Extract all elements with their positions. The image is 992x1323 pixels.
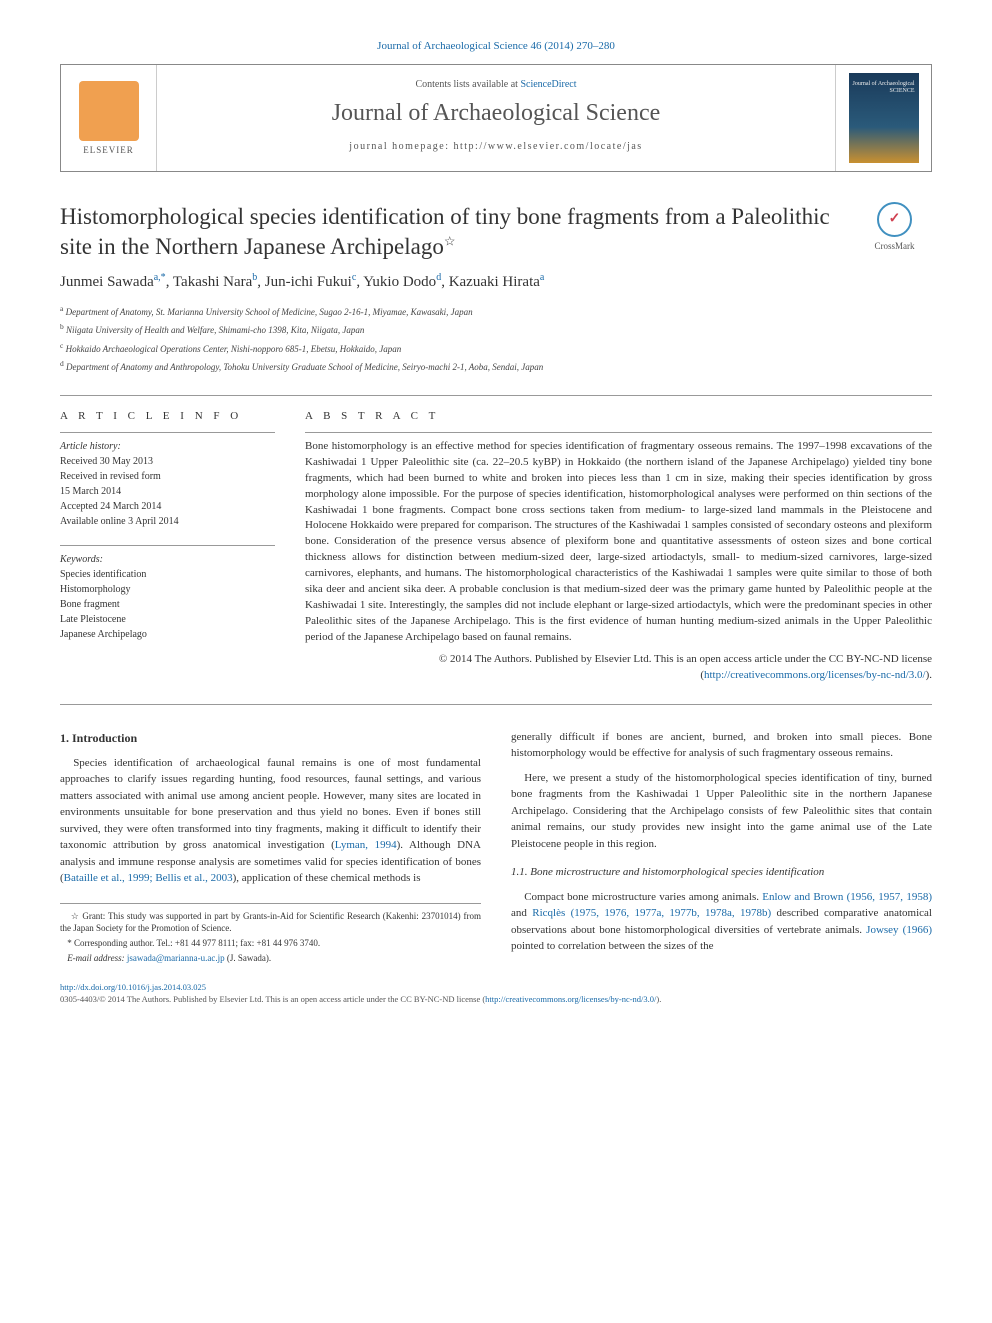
email-footnote: E-mail address: jsawada@marianna-u.ac.jp… bbox=[60, 952, 481, 965]
article-info-heading: A R T I C L E I N F O bbox=[60, 410, 275, 422]
affiliation: d Department of Anatomy and Anthropology… bbox=[60, 358, 932, 375]
intro-heading: 1. Introduction bbox=[60, 729, 481, 747]
citation-link[interactable]: Bataille et al., 1999; Bellis et al., 20… bbox=[64, 872, 233, 884]
article-info-panel: A R T I C L E I N F O Article history: R… bbox=[60, 410, 275, 684]
title-footnote-marker: ☆ bbox=[444, 233, 456, 248]
journal-cover-area: Journal of Archaeological SCIENCE bbox=[836, 65, 931, 171]
homepage-link[interactable]: http://www.elsevier.com/locate/jas bbox=[454, 141, 643, 152]
affiliation: b Niigata University of Health and Welfa… bbox=[60, 321, 932, 338]
abstract-text: Bone histomorphology is an effective met… bbox=[305, 440, 932, 643]
page-footer: http://dx.doi.org/10.1016/j.jas.2014.03.… bbox=[60, 982, 932, 1004]
doi-link[interactable]: http://dx.doi.org/10.1016/j.jas.2014.03.… bbox=[60, 982, 206, 992]
citation-link[interactable]: Enlow and Brown (1956, 1957, 1958) bbox=[762, 891, 932, 903]
email-link[interactable]: jsawada@marianna-u.ac.jp bbox=[127, 953, 225, 963]
publisher-name: ELSEVIER bbox=[83, 145, 134, 155]
crossmark-icon bbox=[877, 202, 912, 237]
copyright-line: © 2014 The Authors. Published by Elsevie… bbox=[305, 652, 932, 684]
journal-cover-text: Journal of Archaeological SCIENCE bbox=[849, 81, 915, 95]
crossmark-label: CrossMark bbox=[875, 241, 915, 251]
citation-link[interactable]: Lyman, 1994 bbox=[335, 839, 397, 851]
elsevier-tree-icon bbox=[79, 81, 139, 141]
article-title: Histomorphological species identificatio… bbox=[60, 202, 842, 262]
journal-name: Journal of Archaeological Science bbox=[165, 100, 827, 127]
divider bbox=[60, 704, 932, 705]
body-column-right: generally difficult if bones are ancient… bbox=[511, 729, 932, 966]
footnotes: ☆ Grant: This study was supported in par… bbox=[60, 903, 481, 964]
journal-cover-icon: Journal of Archaeological SCIENCE bbox=[849, 73, 919, 163]
homepage-line: journal homepage: http://www.elsevier.co… bbox=[165, 141, 827, 152]
header-citation[interactable]: Journal of Archaeological Science 46 (20… bbox=[60, 40, 932, 52]
contents-line: Contents lists available at ScienceDirec… bbox=[165, 79, 827, 90]
citation-link[interactable]: Ricqlès (1975, 1976, 1977a, 1977b, 1978a… bbox=[532, 907, 771, 919]
subsection-heading: 1.1. Bone microstructure and histomorpho… bbox=[511, 864, 932, 881]
header-box: ELSEVIER Contents lists available at Sci… bbox=[60, 64, 932, 172]
sciencedirect-link[interactable]: ScienceDirect bbox=[520, 79, 576, 90]
publisher-logo-area: ELSEVIER bbox=[61, 65, 156, 171]
authors-line: Junmei Sawadaa,*, Takashi Narab, Jun-ich… bbox=[60, 272, 932, 291]
corresponding-footnote: * Corresponding author. Tel.: +81 44 977… bbox=[60, 937, 481, 950]
body-paragraph: generally difficult if bones are ancient… bbox=[511, 729, 932, 762]
footer-license-link[interactable]: http://creativecommons.org/licenses/by-n… bbox=[485, 994, 656, 1004]
affiliation: a Department of Anatomy, St. Marianna Un… bbox=[60, 303, 932, 320]
citation-link[interactable]: Jowsey (1966) bbox=[866, 924, 932, 936]
license-link[interactable]: http://creativecommons.org/licenses/by-n… bbox=[704, 669, 926, 681]
affiliation: c Hokkaido Archaeological Operations Cen… bbox=[60, 340, 932, 357]
grant-footnote: ☆ Grant: This study was supported in par… bbox=[60, 910, 481, 935]
divider bbox=[60, 395, 932, 396]
body-paragraph: Species identification of archaeological… bbox=[60, 755, 481, 887]
body-paragraph: Compact bone microstructure varies among… bbox=[511, 889, 932, 955]
abstract-heading: A B S T R A C T bbox=[305, 410, 932, 422]
body-column-left: 1. Introduction Species identification o… bbox=[60, 729, 481, 966]
crossmark-badge[interactable]: CrossMark bbox=[857, 202, 932, 251]
abstract-panel: A B S T R A C T Bone histomorphology is … bbox=[305, 410, 932, 684]
body-paragraph: Here, we present a study of the histomor… bbox=[511, 770, 932, 853]
keywords-block: Keywords: Species identification Histomo… bbox=[60, 545, 275, 642]
article-history: Article history: Received 30 May 2013 Re… bbox=[60, 432, 275, 529]
